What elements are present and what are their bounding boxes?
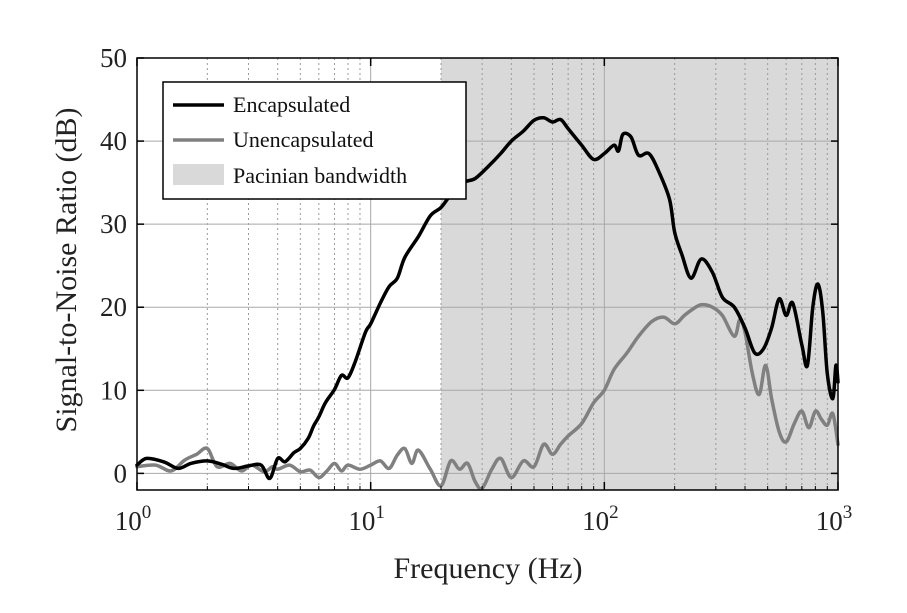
y-tick-label: 30 (100, 209, 127, 239)
legend-swatch-pacinian-bandwidth (173, 164, 224, 185)
x-axis-label: Frequency (Hz) (393, 552, 582, 585)
legend-label-pacinian-bandwidth: Pacinian bandwidth (233, 163, 407, 188)
legend-label-unencapsulated: Unencapsulated (233, 127, 374, 152)
y-axis-label: Signal-to-Noise Ratio (dB) (50, 108, 83, 433)
y-tick-label: 20 (100, 292, 127, 322)
y-tick-label: 50 (100, 43, 127, 73)
y-tick-label: 0 (114, 458, 128, 488)
pacinian-bandwidth-band (441, 58, 838, 490)
pacinian-band-layer (441, 58, 838, 490)
y-tick-label: 40 (100, 126, 127, 156)
y-tick-label: 10 (100, 375, 127, 405)
plot-frame (136, 57, 839, 491)
series-line-encapsulated (135, 115, 840, 481)
series-layer (135, 115, 840, 491)
legend-label-encapsulated: Encapsulated (233, 92, 350, 117)
series-line-unencapsulated (135, 302, 840, 491)
legend: Encapsulated Unencapsulated Pacinian ban… (162, 81, 467, 200)
